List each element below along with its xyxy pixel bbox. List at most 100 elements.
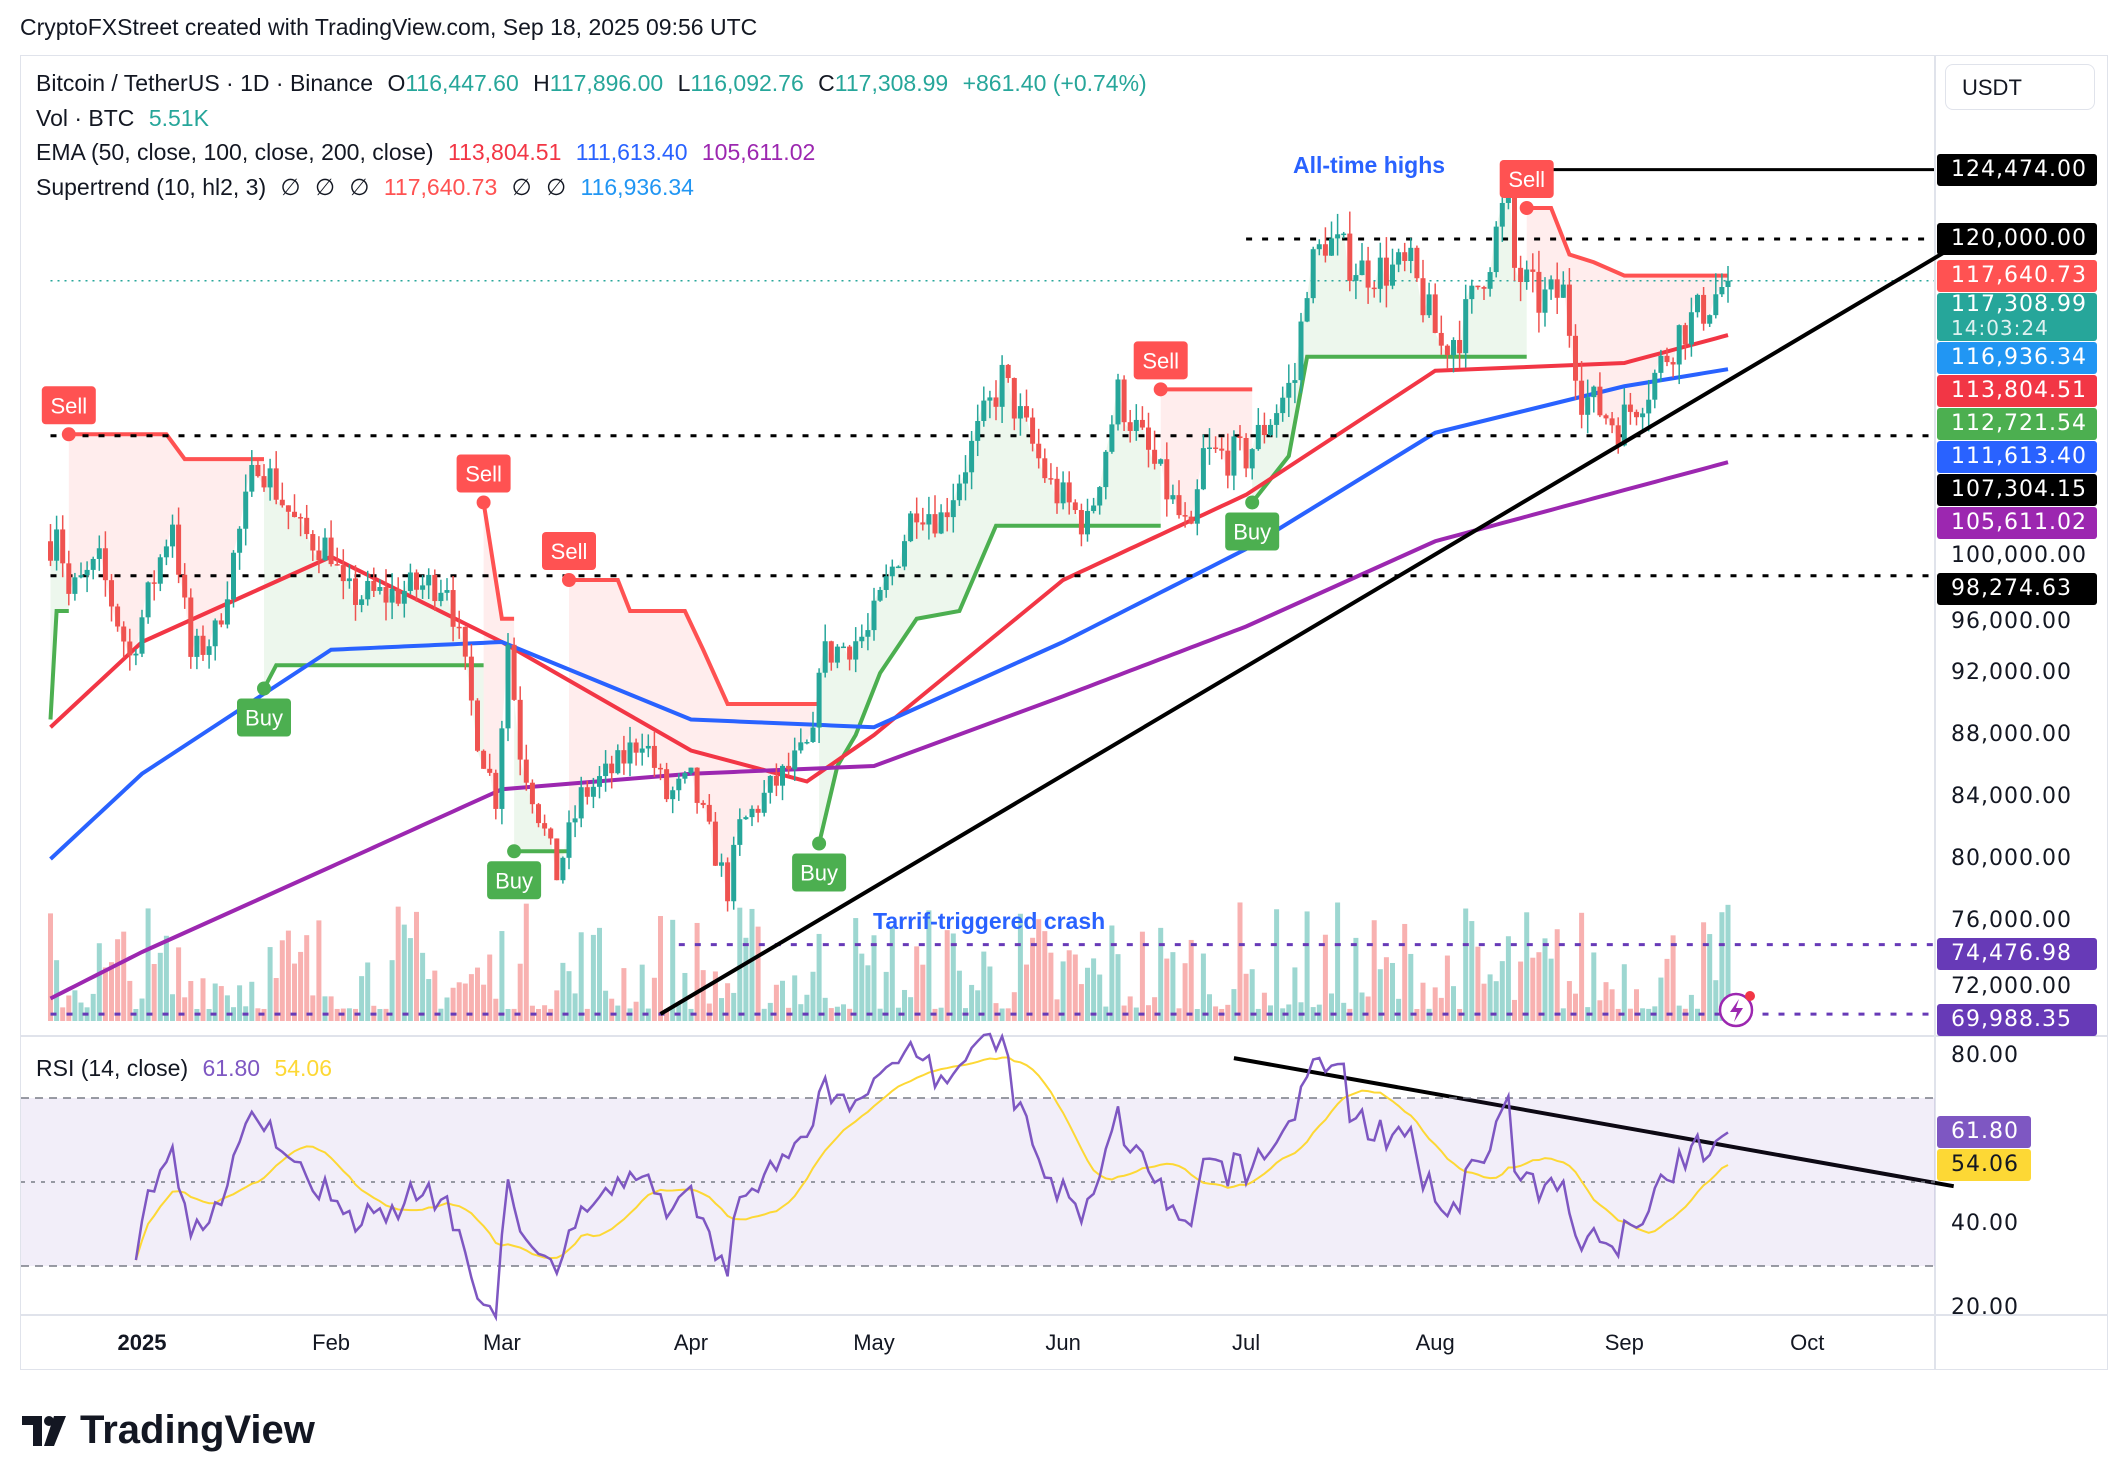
countdown-timer: 14:03:24: [1951, 315, 2049, 340]
volume-bar: [1231, 989, 1237, 1021]
supertrend-down-value: 117,640.73: [383, 174, 498, 200]
candle-body: [273, 468, 279, 500]
candle-body: [1182, 515, 1188, 517]
tradingview-logo-icon: [22, 1415, 66, 1446]
candle-body: [847, 646, 853, 660]
volume-bar: [1298, 1002, 1304, 1021]
volume-bar: [212, 983, 218, 1021]
ohlc-low: L116,092.76: [678, 70, 804, 96]
rsi-ma-badge: 54.06: [1937, 1149, 2031, 1182]
volume-bar: [1402, 923, 1408, 1021]
candle-body: [389, 588, 395, 603]
candle: [1060, 471, 1066, 510]
candle-body: [1518, 267, 1524, 282]
price-badge: 112,721.54: [1937, 407, 2097, 440]
signal-label: Buy: [1233, 520, 1271, 545]
candle-body: [1396, 252, 1402, 265]
volume-bar: [176, 947, 182, 1021]
candle-body: [249, 464, 255, 492]
candle-body: [1371, 287, 1377, 290]
candle: [444, 578, 450, 601]
volume-bar: [1408, 953, 1414, 1021]
candle: [1719, 273, 1725, 298]
candle: [1548, 275, 1554, 300]
volume-bar: [1078, 984, 1084, 1021]
price-badge: 69,988.35: [1937, 1004, 2097, 1036]
candle-body: [1280, 397, 1286, 414]
volume-bar: [761, 1008, 767, 1021]
candle-body: [218, 620, 224, 625]
currency-selector[interactable]: USDT: [1945, 64, 2095, 110]
candle-body: [651, 745, 657, 768]
candle: [755, 805, 761, 823]
volume-bar: [1011, 992, 1017, 1021]
candle: [1182, 502, 1188, 528]
candle-body: [1017, 406, 1023, 419]
volume-bar: [1688, 994, 1694, 1021]
volume-bar: [621, 968, 627, 1021]
candle-body: [1432, 294, 1438, 333]
time-tick: Oct: [1790, 1330, 1825, 1355]
candle-body: [926, 514, 932, 525]
candle: [1097, 486, 1103, 515]
symbol-name[interactable]: Bitcoin / TetherUS · 1D · Binance: [36, 70, 374, 96]
volume-bar: [1365, 996, 1371, 1021]
volume-bar: [889, 927, 895, 1021]
candle-body: [1048, 478, 1054, 480]
candle: [1682, 322, 1688, 360]
candle: [706, 794, 712, 825]
volume-bar: [773, 984, 779, 1021]
sell-signal: Sell: [1499, 160, 1554, 215]
candle-body: [1670, 362, 1676, 365]
candle: [1030, 408, 1036, 452]
ema-label[interactable]: EMA (50, close, 100, close, 200, close): [36, 139, 434, 165]
rsi-tick: 80.00: [1951, 1043, 2019, 1068]
volume-label[interactable]: Vol · BTC: [36, 105, 135, 131]
volume-bar: [1536, 952, 1542, 1021]
symbol-legend: Bitcoin / TetherUS · 1D · Binance O116,4…: [36, 70, 1155, 97]
candle-body: [1127, 422, 1133, 431]
volume-bar: [188, 981, 194, 1021]
low-label: L: [677, 70, 691, 96]
candle: [1078, 503, 1084, 547]
candle: [865, 613, 871, 651]
candle-body: [737, 819, 743, 845]
candle-body: [981, 400, 987, 421]
candle: [645, 734, 651, 758]
candle-body: [1493, 226, 1499, 273]
volume-bar: [633, 1001, 639, 1021]
candle-body: [481, 750, 487, 769]
volume-bar: [1322, 934, 1328, 1021]
candle-body: [1719, 287, 1725, 295]
volume-bar: [1573, 993, 1578, 1021]
volume-bar: [255, 1008, 261, 1021]
candle-body: [487, 768, 493, 773]
rsi-label[interactable]: RSI (14, close): [36, 1055, 189, 1081]
candle-body: [1548, 279, 1554, 290]
volume-bar: [1707, 934, 1713, 1021]
volume-bar: [712, 971, 718, 1021]
candle-body: [66, 563, 72, 594]
price-badge: 107,304.15: [1937, 473, 2097, 506]
volume-bar: [1396, 998, 1402, 1021]
candle-body: [407, 572, 413, 591]
high-value: 117,896.00: [549, 70, 664, 96]
candle: [908, 511, 914, 543]
tradingview-logo[interactable]: TradingView: [22, 1408, 315, 1453]
candle-body: [475, 700, 480, 751]
volume-bar: [401, 924, 407, 1021]
candle: [889, 559, 895, 586]
low-value: 116,092.76: [690, 70, 804, 96]
volume-bar: [151, 963, 157, 1021]
candle: [1481, 285, 1487, 300]
candle-body: [1024, 406, 1029, 418]
volume-bar: [1017, 913, 1023, 1021]
candle-body: [1286, 382, 1292, 398]
candle: [1621, 387, 1627, 447]
volume-bar: [1243, 973, 1249, 1021]
volume-bar: [737, 907, 743, 1021]
volume-bar: [1341, 1002, 1347, 1021]
candle: [84, 561, 90, 593]
supertrend-label[interactable]: Supertrend (10, hl2, 3): [36, 174, 267, 200]
